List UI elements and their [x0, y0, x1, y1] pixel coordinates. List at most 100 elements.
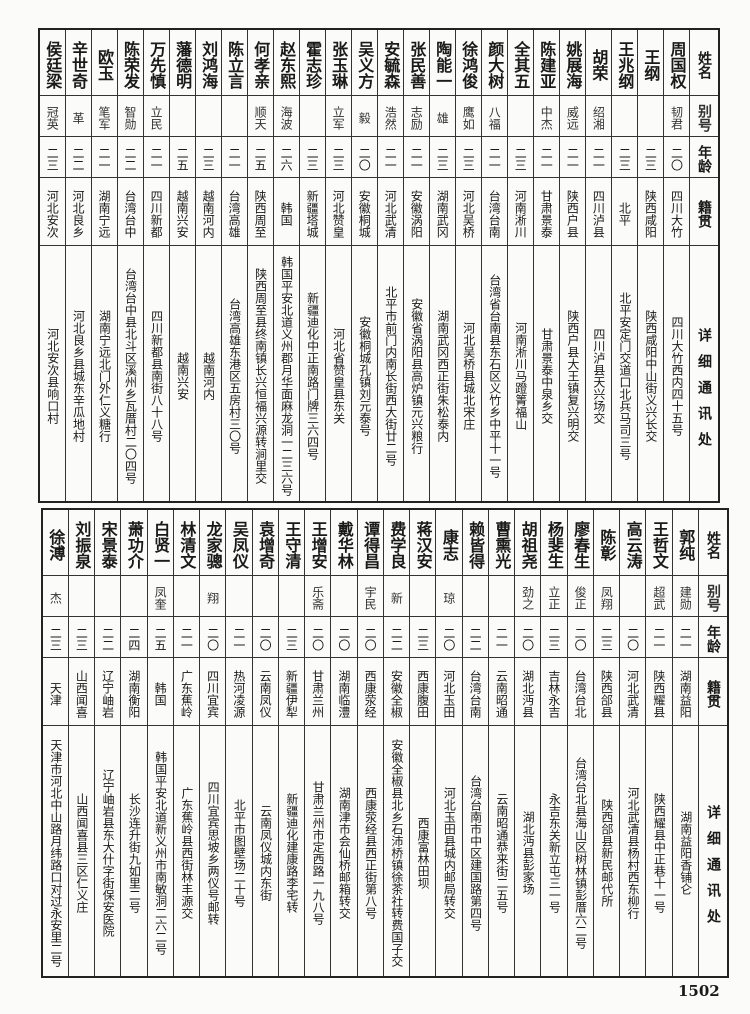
cell-age: 二三 — [592, 616, 621, 658]
origin-text: 云南昭通 — [494, 669, 509, 718]
cell-alias: 海波 — [272, 95, 300, 137]
address-text: 安徽省涡阳县高炉镇元兴粮行 — [409, 297, 424, 454]
cell-origin: 四川新都 — [142, 177, 170, 246]
cell-age: 二一 — [584, 136, 612, 178]
header-name-label: 姓名 — [705, 530, 721, 559]
cell-age: 二二 — [461, 616, 489, 658]
origin-text: 陕西耀县 — [651, 669, 666, 718]
address-text: 北平市图壁场二十号 — [232, 799, 247, 907]
origin-text: 陕西户县 — [565, 189, 580, 238]
address-text: 河北良乡县城东辛瓜地村 — [71, 309, 86, 442]
address-text: 云南昭通恭来街二五号 — [494, 793, 509, 913]
cell-origin: 河北玉田 — [435, 657, 463, 726]
cell-alias — [120, 575, 148, 617]
age-text: 二二 — [100, 627, 115, 651]
address-text: 河南淅川马蹬箐福山 — [513, 321, 528, 430]
cell-alias: 毅 — [350, 95, 378, 137]
cell-age: 二三 — [324, 136, 352, 178]
cell-name: 胡祖尧 — [513, 508, 542, 576]
cell-address: 陕西咸阳中山街义兴长交 — [636, 245, 664, 503]
cell-address: 长沙连升街九如里二号 — [120, 725, 148, 978]
address-text: 甘肃兰州市定西路一九八号 — [311, 781, 326, 925]
cell-address: 天津市河北中山路月纬路口对过永安里二号 — [41, 725, 69, 978]
age-text: 二一 — [383, 147, 398, 171]
age-text: 二一 — [97, 147, 112, 171]
cell-name: 张民善 — [402, 28, 430, 96]
cell-address: 北平安定门交道口北兵马司三号 — [610, 245, 638, 503]
cell-name: 胡荣 — [584, 28, 612, 96]
cell-address: 山西闻喜县三区仁义庄 — [67, 725, 96, 978]
cell-name: 宋景泰 — [93, 508, 122, 576]
address-text: 韩国平安北道新义州市南敏洞二六二号 — [153, 751, 168, 955]
cell-alias: 威远 — [558, 95, 586, 137]
cell-alias: 凤翔 — [592, 575, 621, 617]
alias-text: 建勋 — [678, 586, 693, 610]
cell-name: 徐鸿俊 — [454, 28, 482, 96]
cell-address: 云南昭通恭来街二五号 — [487, 725, 516, 978]
name-text: 戴华林 — [334, 520, 354, 569]
origin-text: 云南凤仪 — [258, 669, 273, 718]
age-text: 二三 — [201, 147, 216, 171]
cell-origin: 台湾台北 — [566, 657, 594, 726]
cell-origin: 西康荥经 — [356, 657, 384, 726]
cell-address: 台湾台北县海山区树林镇彭厝六二号 — [566, 725, 594, 978]
cell-alias — [194, 95, 222, 137]
cell-name: 霍志珍 — [298, 28, 326, 96]
origin-text: 四川大竹 — [669, 189, 684, 238]
cell-alias: 鹰如 — [454, 95, 482, 137]
age-text: 二三 — [305, 147, 320, 171]
name-text: 陈建亚 — [537, 40, 557, 89]
cell-name: 赖皆得 — [461, 508, 489, 576]
cell-alias — [610, 95, 638, 137]
origin-text: 新疆塔城 — [305, 189, 320, 238]
name-text: 徐鸿俊 — [459, 40, 479, 89]
address-text: 越南河内 — [201, 351, 216, 400]
cell-address: 越南河内 — [194, 245, 222, 503]
address-text: 湖南武冈西正街朱松泰内 — [435, 309, 450, 442]
age-text: 二二 — [389, 627, 404, 651]
name-text: 王增安 — [308, 520, 328, 569]
age-text: 二三 — [546, 627, 561, 651]
name-text: 林清文 — [177, 520, 197, 569]
cell-name: 张玉琳 — [324, 28, 352, 96]
cell-age: 二三 — [636, 136, 664, 178]
origin-text: 山西闻喜 — [74, 669, 89, 718]
cell-name: 王纲 — [636, 28, 664, 96]
cell-origin: 台湾台南 — [461, 657, 489, 726]
name-text: 张民善 — [407, 40, 427, 89]
age-text: 二三 — [74, 627, 89, 651]
cell-origin: 河北武清 — [376, 177, 404, 246]
cell-age: 二〇 — [303, 616, 332, 658]
age-text: 二三 — [643, 147, 658, 171]
origin-text: 湖南宁远 — [97, 189, 112, 238]
name-text: 王纲 — [641, 48, 661, 81]
cell-origin: 湖南益阳 — [671, 657, 699, 726]
cell-address: 河北省赞皇县东关 — [324, 245, 352, 503]
cell-alias: 杰 — [41, 575, 69, 617]
cell-name: 郭纯 — [671, 508, 699, 576]
cell-age: 二一 — [402, 136, 430, 178]
name-text: 赖皆得 — [466, 520, 486, 569]
cell-origin: 山西闻喜 — [67, 657, 96, 726]
alias-text: 绍湘 — [591, 106, 606, 130]
cell-address: 台湾省台南县东石区义竹乡中平十一号 — [480, 245, 508, 503]
cell-name: 林清文 — [172, 508, 201, 576]
cell-age: 二三 — [41, 616, 69, 658]
age-text: 二三 — [617, 147, 632, 171]
origin-text: 河北武清 — [625, 669, 640, 718]
address-text: 湖南津市会仙桥邮箱转交 — [337, 787, 352, 919]
cell-age: 二三 — [38, 136, 66, 178]
cell-address: 辽宁岫岩县东大什字街保安医院 — [93, 725, 122, 978]
cell-origin: 河南淅川 — [506, 177, 534, 246]
cell-name: 袁增奇 — [251, 508, 279, 576]
cell-age: 二三 — [408, 616, 437, 658]
address-text: 长沙连升街九如里二号 — [127, 793, 142, 913]
alias-text: 劲之 — [520, 586, 535, 610]
cell-alias — [93, 575, 122, 617]
age-text: 二一 — [227, 147, 242, 171]
name-text: 霍志珍 — [303, 40, 323, 89]
cell-alias — [461, 575, 489, 617]
origin-text: 新疆伊犁 — [284, 669, 299, 718]
name-text: 赵东熙 — [277, 40, 297, 89]
origin-text: 韩国 — [279, 201, 294, 226]
